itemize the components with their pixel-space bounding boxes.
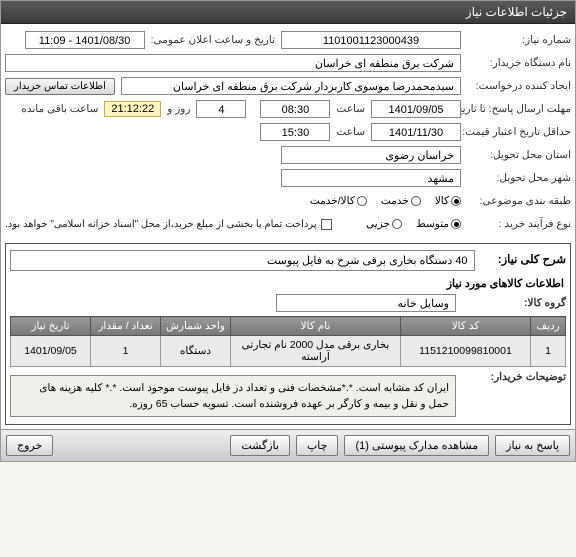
buyer-notes: ایران کد مشابه است. *.*مشخصات فنی و تعدا… <box>10 375 456 417</box>
need-no-field: 1101001123000439 <box>281 31 461 49</box>
cell: 1 <box>531 336 566 367</box>
col-header: کد کالا <box>401 317 531 336</box>
footer-btn-2[interactable]: چاپ <box>296 435 339 456</box>
radio-label: متوسط <box>416 218 449 230</box>
items-table: ردیفکد کالانام کالاواحد شمارشتعداد / مقد… <box>10 316 566 367</box>
cell: 1 <box>91 336 161 367</box>
desc-section: شرح کلی نیاز: 40 دستگاه بخاری برقی شرح ب… <box>5 243 571 425</box>
lbl-need-no: شماره نیاز: <box>461 34 571 46</box>
radio-label: کالا/خدمت <box>310 195 355 207</box>
validity-date: 1401/11/30 <box>371 123 461 141</box>
buyer-field: شرکت برق منطقه ای خراسان <box>5 54 461 72</box>
requester-field: سیدمحمدرضا موسوی کاربردار شرکت برق منطقه… <box>121 77 461 95</box>
radio-dot-icon <box>357 196 367 206</box>
lbl-buyer: نام دستگاه خریدار: <box>461 57 571 69</box>
category-option-1[interactable]: خدمت <box>371 195 421 207</box>
lbl-announce: تاریخ و ساعت اعلان عمومی: <box>145 34 281 46</box>
deadline-days: 4 <box>196 100 246 118</box>
details-window: جزئیات اطلاعات نیاز شماره نیاز: 11010011… <box>0 0 576 462</box>
lbl-group: گروه کالا: <box>456 297 566 309</box>
province-field: خراسان رضوی <box>281 146 461 164</box>
col-header: نام کالا <box>231 317 401 336</box>
validity-time: 15:30 <box>260 123 330 141</box>
group-field: وسایل خانه <box>276 294 456 312</box>
radio-dot-icon <box>411 196 421 206</box>
announce-field: 1401/08/30 - 11:09 <box>25 31 145 49</box>
col-header: واحد شمارش <box>161 317 231 336</box>
table-row[interactable]: 11151210099810001بخاری برقی مدل 2000 نام… <box>11 336 566 367</box>
form-area: شماره نیاز: 1101001123000439 تاریخ و ساع… <box>1 24 575 239</box>
radio-label: کالا <box>435 195 449 207</box>
treasury-checkbox[interactable] <box>321 219 332 230</box>
radio-dot-icon <box>451 219 461 229</box>
footer-btn-1[interactable]: مشاهده مدارک پیوستی (1) <box>344 435 489 456</box>
lbl-remain: ساعت باقی مانده <box>15 103 104 115</box>
category-option-2[interactable]: کالا/خدمت <box>300 195 367 207</box>
category-option-0[interactable]: کالا <box>425 195 461 207</box>
category-radios: کالا خدمت کالا/خدمت <box>5 195 461 207</box>
deadline-date: 1401/09/05 <box>371 100 461 118</box>
cell: بخاری برقی مدل 2000 نام تجارتی آراسته <box>231 336 401 367</box>
desc-title: شرح کلی نیاز: <box>475 252 566 266</box>
contact-button[interactable]: اطلاعات تماس خریدار <box>5 78 115 95</box>
lbl-buyer-notes: توضیحات خریدار: <box>456 371 566 383</box>
window-title: جزئیات اطلاعات نیاز <box>1 1 575 24</box>
cell: دستگاه <box>161 336 231 367</box>
countdown: 21:12:22 <box>104 101 161 117</box>
col-header: ردیف <box>531 317 566 336</box>
lbl-validity: حداقل تاریخ اعتبار قیمت: تا تاریخ: <box>461 126 571 138</box>
col-header: تاریخ نیاز <box>11 317 91 336</box>
lbl-category: طبقه بندی موضوعی: <box>461 195 571 207</box>
process-option-1[interactable]: جزیی <box>356 218 402 230</box>
lbl-day: روز و <box>161 103 196 115</box>
lbl-hour1: ساعت <box>330 103 371 115</box>
lbl-requester: ایجاد کننده درخواست: <box>461 80 571 92</box>
lbl-province: استان محل تحویل: <box>461 149 571 161</box>
radio-label: خدمت <box>381 195 409 207</box>
process-option-0[interactable]: متوسط <box>406 218 461 230</box>
footer-bar: پاسخ به نیاز مشاهده مدارک پیوستی (1)چاپ با… <box>1 429 575 461</box>
city-field: مشهد <box>281 169 461 187</box>
footer-btn-3[interactable]: بازگشت <box>230 435 290 456</box>
col-header: تعداد / مقدار <box>91 317 161 336</box>
cell: 1401/09/05 <box>11 336 91 367</box>
lbl-process: نوع فرآیند خرید : <box>461 218 571 230</box>
radio-dot-icon <box>451 196 461 206</box>
deadline-time: 08:30 <box>260 100 330 118</box>
goods-title: اطلاعات کالاهای مورد نیاز <box>12 277 564 290</box>
cell: 1151210099810001 <box>401 336 531 367</box>
process-note: پرداخت تمام یا بخشی از مبلغ خرید،از محل … <box>5 219 321 230</box>
radio-label: جزیی <box>366 218 390 230</box>
desc-field: 40 دستگاه بخاری برقی شرح به فایل پیوست <box>10 250 475 271</box>
process-radios: متوسط جزیی <box>332 218 461 230</box>
lbl-hour2: ساعت <box>330 126 371 138</box>
lbl-city: شهر محل تحویل: <box>461 172 571 184</box>
lbl-deadline: مهلت ارسال پاسخ: تا تاریخ: <box>461 103 571 115</box>
footer-btn-4[interactable]: خروج <box>6 435 53 456</box>
footer-btn-0[interactable]: پاسخ به نیاز <box>495 435 570 456</box>
radio-dot-icon <box>392 219 402 229</box>
